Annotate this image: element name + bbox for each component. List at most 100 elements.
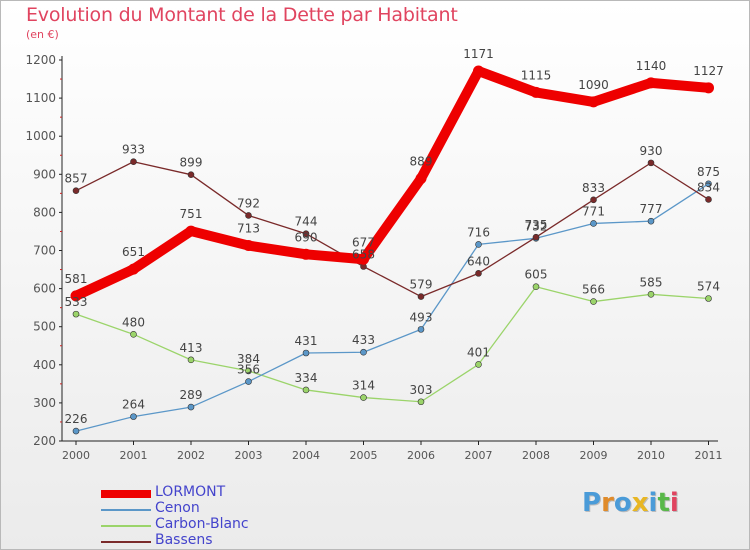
data-label: 226 [65, 412, 88, 426]
data-label: 356 [237, 363, 260, 377]
data-point [130, 331, 137, 338]
data-label: 264 [122, 398, 145, 412]
y-tick-label: 500 [33, 320, 56, 334]
data-point [475, 270, 482, 277]
data-label: 930 [640, 144, 663, 158]
data-point [72, 310, 80, 318]
data-point [245, 212, 252, 219]
data-point [185, 225, 197, 237]
data-point [128, 263, 139, 275]
data-label: 1171 [463, 47, 494, 61]
x-tick-label: 2003 [235, 449, 263, 462]
data-label: 677 [352, 235, 375, 249]
legend-swatch [101, 525, 151, 527]
data-label: 751 [180, 207, 203, 221]
data-label: 833 [582, 181, 605, 195]
data-point [588, 96, 599, 108]
data-point [70, 290, 82, 302]
data-point [300, 248, 312, 260]
x-tick-label: 2005 [350, 449, 378, 462]
data-point [415, 172, 427, 184]
y-tick-label: 300 [33, 396, 56, 410]
data-label: 533 [65, 295, 88, 309]
data-point [705, 180, 712, 188]
data-label: 899 [180, 156, 203, 170]
data-label: 566 [582, 283, 605, 297]
x-tick-label: 2004 [292, 449, 320, 462]
data-label: 658 [352, 248, 375, 262]
data-point [360, 394, 367, 401]
legend-swatch [101, 541, 151, 543]
legend-label: Carbon-Blanc [155, 516, 249, 532]
data-label: 433 [352, 333, 375, 347]
chart-title: Evolution du Montant de la Dette par Hab… [26, 4, 458, 26]
data-label: 732 [525, 219, 548, 233]
data-point [72, 187, 80, 194]
data-label: 792 [237, 196, 260, 210]
data-label: 574 [697, 280, 720, 294]
x-tick-label: 2006 [407, 449, 435, 462]
data-label: 857 [65, 172, 88, 186]
x-tick-label: 2002 [177, 449, 205, 462]
data-point [245, 367, 252, 375]
data-label: 289 [180, 388, 203, 402]
data-point [417, 293, 425, 300]
y-tick-label: 1000 [25, 129, 56, 143]
data-label: 585 [640, 275, 663, 289]
data-point [647, 291, 655, 298]
legend-swatch [101, 509, 151, 511]
logo-letter: i [648, 488, 658, 518]
legend-swatch [101, 490, 151, 498]
data-label: 431 [295, 334, 318, 348]
data-point [705, 295, 712, 302]
data-point [590, 220, 597, 227]
data-label: 640 [467, 254, 490, 268]
data-point [187, 356, 195, 364]
data-point [475, 241, 482, 248]
data-label: 413 [180, 341, 203, 355]
data-label: 1127 [693, 64, 724, 78]
logo-letter: r [601, 488, 614, 518]
data-label: 493 [410, 310, 433, 324]
data-point [590, 196, 597, 204]
data-label: 579 [410, 278, 433, 292]
data-label: 889 [410, 154, 433, 168]
series-line-cenon [75, 183, 710, 432]
data-point [475, 361, 482, 368]
series-line-lormont [71, 66, 714, 301]
data-point [532, 233, 540, 241]
data-point [72, 427, 80, 435]
data-point [302, 386, 310, 394]
data-label: 716 [467, 225, 490, 239]
data-label: 303 [410, 383, 433, 397]
data-point [530, 86, 542, 98]
y-tick-label: 800 [33, 205, 56, 219]
data-point [647, 217, 655, 225]
data-label: 690 [295, 230, 318, 244]
data-label: 1090 [578, 78, 609, 92]
y-tick-label: 400 [33, 358, 56, 372]
data-point [187, 171, 195, 178]
x-tick-label: 2007 [465, 449, 493, 462]
data-point [187, 403, 195, 411]
data-point [590, 298, 597, 305]
data-label: 334 [295, 371, 318, 385]
proxiti-logo: Proxiti [582, 488, 679, 518]
data-point [130, 413, 137, 420]
x-tick-label: 2009 [580, 449, 608, 462]
data-point [645, 77, 657, 89]
data-point [703, 82, 714, 94]
data-point [360, 348, 367, 356]
chart-subtitle: (en €) [26, 28, 59, 41]
x-tick-label: 2008 [522, 449, 550, 462]
data-label: 744 [295, 215, 318, 229]
data-label: 605 [525, 268, 548, 282]
legend-label: Cenon [155, 500, 200, 516]
x-tick-label: 2011 [695, 449, 723, 462]
data-point [532, 283, 540, 290]
data-point [302, 349, 310, 357]
data-label: 933 [122, 143, 145, 157]
data-label: 401 [467, 345, 490, 359]
data-label: 777 [640, 202, 663, 216]
